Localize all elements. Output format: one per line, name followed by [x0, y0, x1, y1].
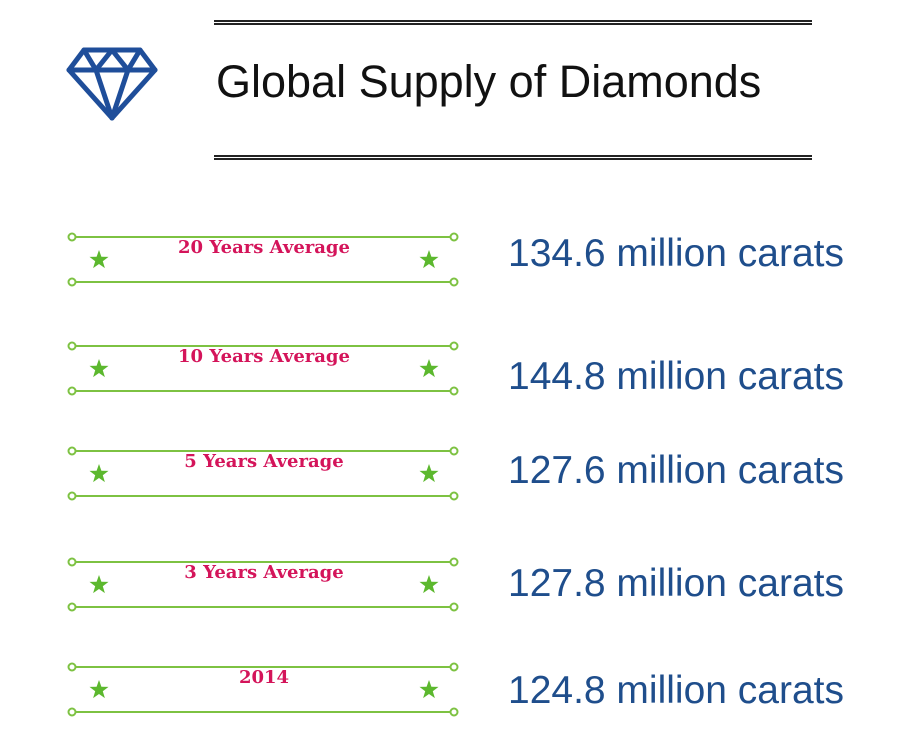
- star-icon: [89, 575, 109, 594]
- banner-frame: [67, 662, 459, 717]
- title-rule-bottom: [214, 155, 812, 160]
- banner-frame: [67, 557, 459, 612]
- banner-frame: [67, 341, 459, 396]
- row-value: 127.6 million carats: [508, 449, 844, 492]
- row-label: 20 Years Average: [178, 237, 350, 258]
- row-label: 3 Years Average: [184, 562, 344, 583]
- row-value: 127.8 million carats: [508, 562, 844, 605]
- diamond-icon: [66, 47, 158, 121]
- page-title: Global Supply of Diamonds: [216, 56, 762, 107]
- row-value: 124.8 million carats: [508, 669, 844, 712]
- stat-row: 3 Years Average 127.8 million carats: [0, 554, 900, 614]
- title-rule-top: [214, 20, 812, 25]
- row-value: 134.6 million carats: [508, 232, 844, 275]
- stat-row: 10 Years Average 144.8 million carats: [0, 338, 900, 398]
- star-icon: [89, 464, 109, 483]
- star-icon: [89, 359, 109, 378]
- star-icon: [419, 575, 439, 594]
- star-icon: [419, 464, 439, 483]
- stat-row: 2014 124.8 million carats: [0, 659, 900, 719]
- banner-frame: [67, 446, 459, 501]
- stat-row: 5 Years Average 127.6 million carats: [0, 443, 900, 503]
- star-icon: [419, 680, 439, 699]
- row-label: 10 Years Average: [178, 346, 350, 367]
- banner-frame: [67, 232, 459, 287]
- stat-row: 20 Years Average 134.6 million carats: [0, 229, 900, 289]
- star-icon: [89, 680, 109, 699]
- star-icon: [419, 359, 439, 378]
- row-label: 5 Years Average: [184, 451, 344, 472]
- star-icon: [419, 250, 439, 269]
- row-value: 144.8 million carats: [508, 355, 844, 398]
- row-label: 2014: [238, 667, 290, 688]
- star-icon: [89, 250, 109, 269]
